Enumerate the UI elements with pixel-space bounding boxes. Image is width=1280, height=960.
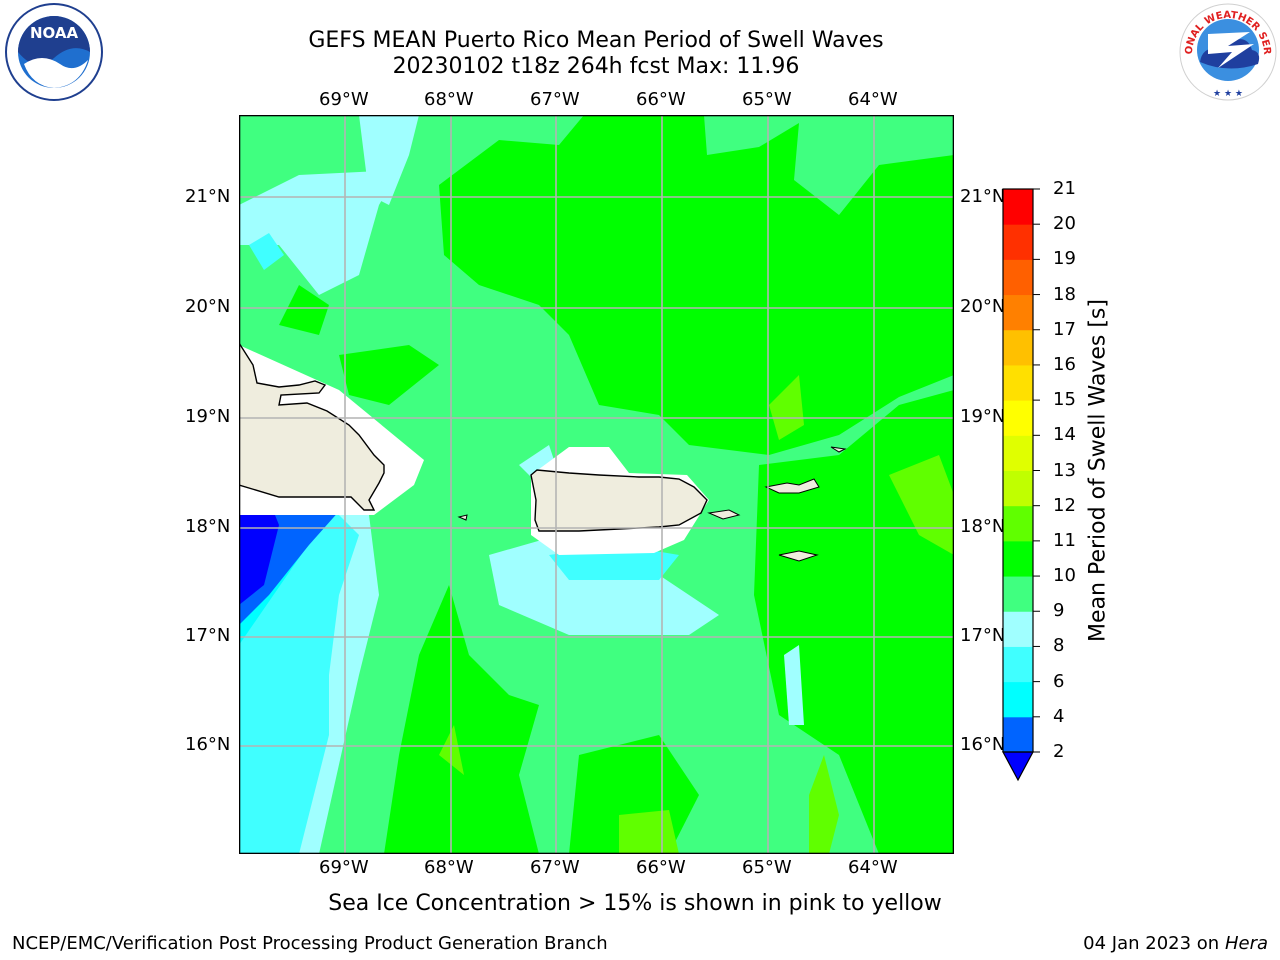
colorbar-tick-label: 21: [1053, 178, 1076, 199]
colorbar-band: [1003, 294, 1033, 331]
field-10-11-north: [439, 115, 954, 455]
colorbar-extend-arrow: [1001, 751, 1035, 782]
colorbar-band: [1003, 540, 1033, 577]
field-8-9-north2: [359, 115, 419, 205]
lon-label-top: 67°W: [530, 89, 580, 110]
colorbar-band: [1003, 470, 1033, 507]
field-10-11-west: [339, 345, 439, 405]
lat-label-left: 18°N: [185, 516, 231, 537]
colorbar-band: [1003, 259, 1033, 296]
lon-label-top: 68°W: [424, 89, 474, 110]
lon-label-bottom: 64°W: [848, 857, 898, 878]
lon-label-bottom: 66°W: [636, 857, 686, 878]
sea-ice-caption: Sea Ice Concentration > 15% is shown in …: [328, 891, 942, 916]
colorbar-band: [1003, 505, 1033, 542]
footer-host: Hera: [1224, 933, 1268, 954]
lon-label-bottom: 65°W: [742, 857, 792, 878]
colorbar-tick-label: 8: [1053, 635, 1065, 657]
lon-label-bottom: 69°W: [319, 857, 369, 878]
colorbar-band: [1003, 435, 1033, 471]
lat-label-right: 19°N: [960, 406, 1006, 427]
graticule: [239, 115, 954, 854]
mona-island: [457, 514, 468, 521]
field-10-11-nw: [279, 285, 329, 335]
nws-logo: NATIONAL WEATHER SERVICE ★ ★ ★: [1178, 2, 1277, 101]
colorbar-tick-label: 6: [1053, 670, 1065, 692]
colorbar-tick-label: 9: [1053, 600, 1065, 622]
footer-date-text: 04 Jan 2023 on: [1083, 933, 1225, 954]
colorbar-tick-label: 14: [1053, 424, 1076, 446]
field-11-12-c: [619, 810, 679, 854]
colorbar-tick-label: 12: [1053, 494, 1076, 516]
lat-label-left: 21°N: [185, 186, 231, 207]
field-8-9-north: [239, 170, 399, 295]
colorbar-title: Mean Period of Swell Waves [s]: [1085, 299, 1111, 642]
colorbar-tick-label: 10: [1053, 565, 1076, 587]
colorbar-band: [1003, 400, 1033, 436]
lat-label-right: 16°N: [960, 734, 1006, 755]
noaa-logo: NOAA: [5, 3, 103, 101]
colorbar-tick-label: 13: [1053, 459, 1076, 481]
colorbar-tick-label: 16: [1053, 353, 1076, 375]
footer-credit: NCEP/EMC/Verification Post Processing Pr…: [12, 933, 608, 954]
lat-label-right: 21°N: [960, 186, 1006, 207]
lat-label-left: 19°N: [185, 406, 231, 427]
field-below-2: [239, 500, 279, 605]
colorbar-tick-label: 20: [1053, 213, 1076, 235]
colorbar-band: [1003, 611, 1033, 647]
colorbar-band: [1003, 716, 1033, 753]
field-11-12-d: [809, 755, 839, 854]
lat-label-left: 17°N: [185, 625, 231, 646]
virgin-islands: [764, 478, 820, 494]
puerto-rico-land: [530, 469, 708, 532]
lon-label-top: 69°W: [319, 89, 369, 110]
colorbar-tick-label: 17: [1053, 318, 1076, 340]
noaa-logo-text: NOAA: [30, 24, 79, 42]
colorbar-tick-label: 19: [1053, 248, 1076, 270]
chart-title-line1: GEFS MEAN Puerto Rico Mean Period of Swe…: [308, 28, 884, 53]
field-11-12-a: [769, 375, 804, 440]
field-10-11-east: [754, 390, 954, 854]
colorbar-band: [1003, 364, 1033, 401]
lat-label-right: 20°N: [960, 296, 1006, 317]
anegada-island: [830, 446, 847, 453]
colorbar: [1001, 188, 1040, 782]
colorbar-tick-label: 2: [1053, 741, 1065, 762]
colorbar-tick-label: 18: [1053, 283, 1076, 305]
colorbar-band: [1003, 576, 1033, 612]
colorbar-bands: [1003, 189, 1033, 753]
lon-label-bottom: 68°W: [424, 857, 474, 878]
colorbar-band: [1003, 189, 1033, 225]
vieques-island: [707, 509, 741, 520]
colorbar-band: [1003, 681, 1033, 718]
lat-label-right: 18°N: [960, 516, 1006, 537]
st-croix-island: [778, 550, 819, 562]
lat-label-left: 16°N: [185, 734, 231, 755]
colorbar-tick-label: 4: [1053, 705, 1065, 727]
field-11-12-b: [889, 455, 954, 555]
colorbar-tick-label: 15: [1053, 389, 1076, 411]
colorbar-band: [1003, 329, 1033, 366]
hispaniola-land: [239, 341, 385, 511]
field-8-9-sw-strip: [784, 645, 804, 725]
lat-label-right: 17°N: [960, 625, 1006, 646]
colorbar-band: [1003, 224, 1033, 260]
field-6-8-north: [249, 233, 284, 270]
field-10-11-south: [384, 585, 539, 854]
chart-title-line2: 20230102 t18z 264h fcst Max: 11.96: [392, 54, 800, 79]
map-panel: [239, 115, 954, 854]
colorbar-band: [1003, 646, 1033, 683]
footer-date: 04 Jan 2023 on Hera: [1083, 933, 1268, 954]
lon-label-top: 66°W: [636, 89, 686, 110]
lon-label-top: 65°W: [742, 89, 792, 110]
lat-label-left: 20°N: [185, 296, 231, 317]
colorbar-tick-label: 11: [1053, 529, 1076, 551]
svg-text:★ ★ ★: ★ ★ ★: [1213, 89, 1243, 99]
lon-label-top: 64°W: [848, 89, 898, 110]
lon-label-bottom: 67°W: [530, 857, 580, 878]
